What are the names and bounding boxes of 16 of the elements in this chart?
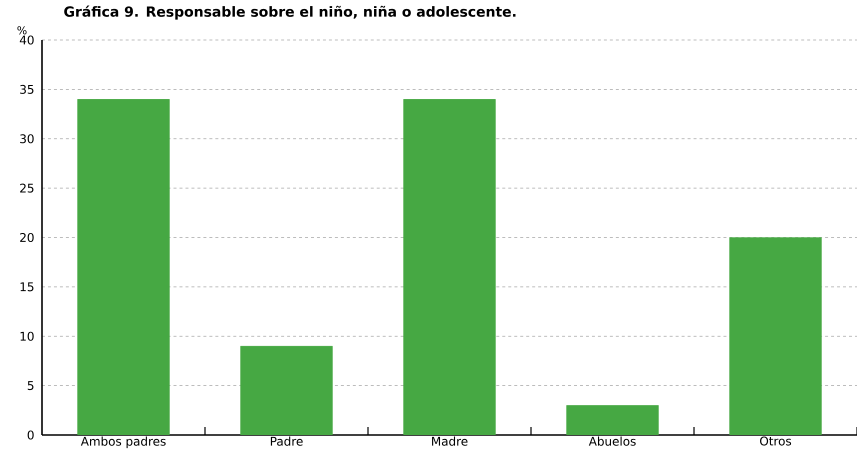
y-tick-label: 35 xyxy=(20,84,34,94)
y-tick-label: 10 xyxy=(20,332,34,341)
x-tick-label: Madre xyxy=(432,436,468,446)
y-tick-label: 0 xyxy=(28,430,34,440)
y-tick-label: 40 xyxy=(20,35,34,45)
x-tick-label: Abuelos xyxy=(588,436,636,446)
x-tick-label: Otros xyxy=(760,436,792,446)
y-tick-label: 5 xyxy=(28,381,34,390)
y-tick-label: 20 xyxy=(20,232,34,242)
x-tick-label: Padre xyxy=(270,436,303,446)
y-tick-label: 30 xyxy=(20,134,34,144)
y-tick-label: 15 xyxy=(20,282,34,292)
y-tick-label: 25 xyxy=(20,184,34,193)
y-axis-title: % xyxy=(17,26,27,34)
chart-title: Gráfica 9. Responsable sobre el niño, niña o adolescente. xyxy=(64,6,516,20)
x-tick-label: Ambos padres xyxy=(80,436,166,448)
